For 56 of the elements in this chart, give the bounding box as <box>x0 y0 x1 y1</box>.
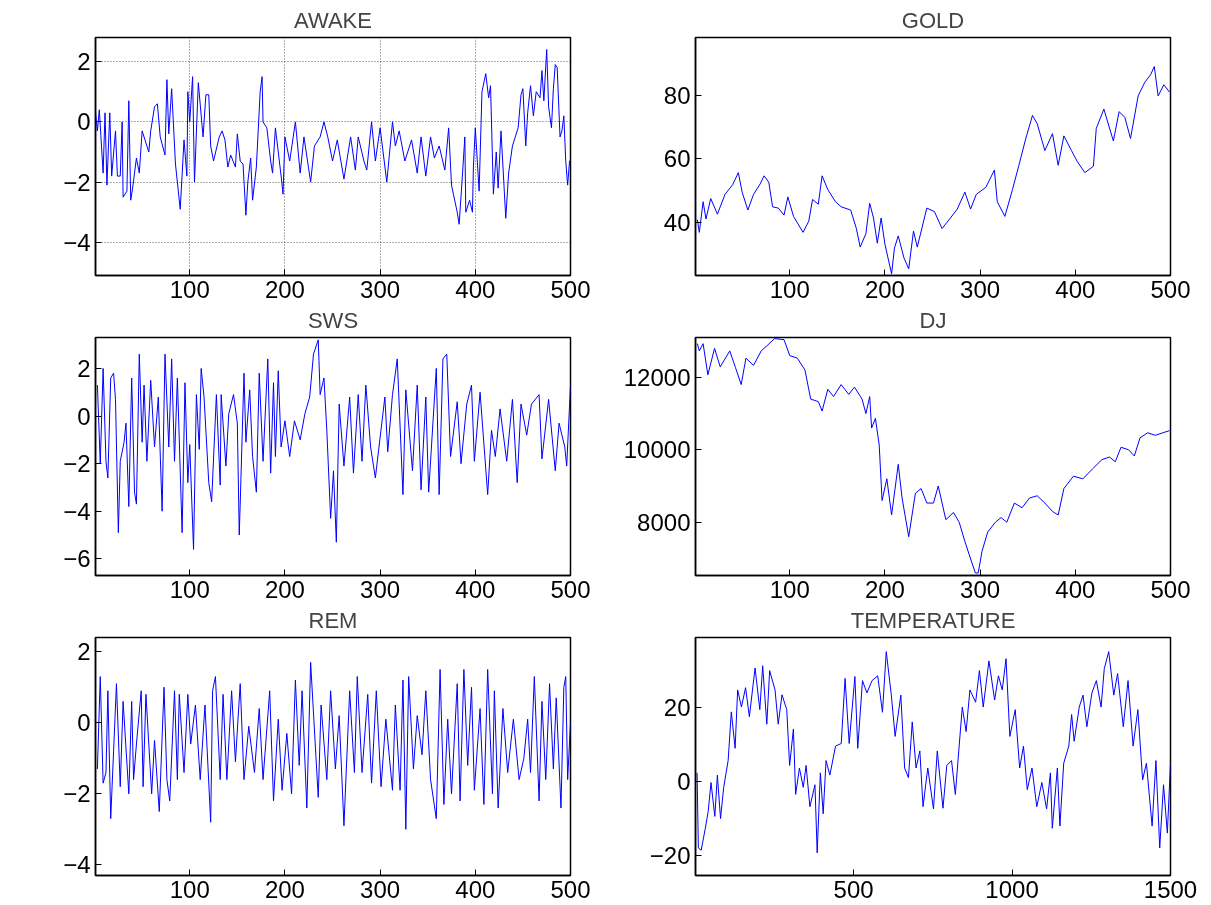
x-tick-label: 1500 <box>1143 875 1198 903</box>
x-tick-label: 200 <box>264 575 305 603</box>
chart-title: DJ <box>919 307 947 333</box>
y-tick-label: −2 <box>63 780 91 808</box>
x-tick-label: 300 <box>960 575 1001 603</box>
y-tick-label: −4 <box>63 228 91 256</box>
x-tick-label: 100 <box>769 275 810 303</box>
x-tick-label: 500 <box>550 575 591 603</box>
x-tick-label: 500 <box>1150 575 1191 603</box>
y-tick-label: 0 <box>77 402 91 430</box>
x-tick-label: 100 <box>769 575 810 603</box>
x-tick-label: 100 <box>169 875 210 903</box>
x-tick-label: 200 <box>264 875 305 903</box>
x-tick-label: 1000 <box>985 875 1039 903</box>
y-tick-label: 0 <box>677 767 691 795</box>
x-tick-label: 200 <box>264 275 305 303</box>
chart-title: TEMPERATURE <box>850 607 1016 633</box>
y-tick-label: 2 <box>77 48 91 76</box>
y-tick-label: 40 <box>663 209 691 237</box>
y-tick-label: 8000 <box>637 508 691 536</box>
x-tick-label: 400 <box>455 875 496 903</box>
x-tick-label: 500 <box>550 875 591 903</box>
chart-title: GOLD <box>901 7 965 33</box>
y-tick-label: 10000 <box>623 436 691 464</box>
y-tick-label: −4 <box>63 497 91 525</box>
y-tick-label: 0 <box>77 709 91 737</box>
x-tick-label: 100 <box>169 275 210 303</box>
x-tick-label: 300 <box>360 275 401 303</box>
x-tick-label: 400 <box>1055 575 1096 603</box>
y-tick-label: 20 <box>663 693 691 721</box>
x-tick-label: 400 <box>455 575 496 603</box>
y-tick-label: 60 <box>663 145 691 173</box>
x-tick-label: 100 <box>169 575 210 603</box>
y-tick-label: 0 <box>77 108 91 136</box>
y-tick-label: −20 <box>649 842 691 870</box>
x-tick-label: 500 <box>1150 275 1191 303</box>
y-tick-label: −6 <box>63 545 91 573</box>
x-tick-label: 200 <box>864 275 905 303</box>
chart-title: AWAKE <box>294 7 372 33</box>
chart-title: SWS <box>307 307 359 333</box>
y-tick-label: −2 <box>63 168 91 196</box>
x-tick-label: 200 <box>864 575 905 603</box>
x-tick-label: 300 <box>360 575 401 603</box>
y-tick-label: 2 <box>77 354 91 382</box>
y-tick-label: 12000 <box>623 363 691 391</box>
x-tick-label: 500 <box>550 275 591 303</box>
y-tick-label: −4 <box>63 851 91 879</box>
x-tick-label: 400 <box>1055 275 1096 303</box>
y-tick-label: 80 <box>663 81 691 109</box>
y-tick-label: −2 <box>63 450 91 478</box>
x-tick-label: 300 <box>960 275 1001 303</box>
x-tick-label: 300 <box>360 875 401 903</box>
x-tick-label: 400 <box>455 275 496 303</box>
chart-title: REM <box>308 607 358 633</box>
x-tick-label: 500 <box>833 875 874 903</box>
y-tick-label: 2 <box>77 638 91 666</box>
